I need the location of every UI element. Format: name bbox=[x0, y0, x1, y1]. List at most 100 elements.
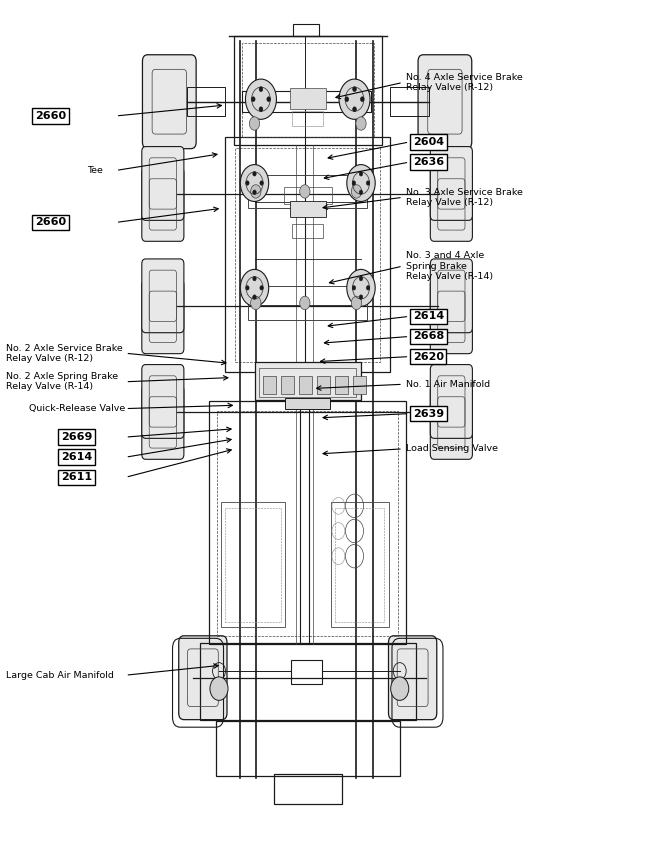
FancyBboxPatch shape bbox=[430, 167, 473, 241]
Circle shape bbox=[260, 181, 263, 185]
Circle shape bbox=[361, 97, 364, 101]
Bar bbox=[248, 286, 367, 320]
Circle shape bbox=[210, 677, 228, 701]
Text: 2639: 2639 bbox=[413, 408, 444, 419]
Circle shape bbox=[356, 116, 366, 130]
Bar bbox=[242, 91, 370, 111]
Bar bbox=[292, 111, 323, 126]
Text: 2669: 2669 bbox=[61, 432, 92, 442]
Text: No. 2 Axle Service Brake
Relay Valve (R-12): No. 2 Axle Service Brake Relay Valve (R-… bbox=[6, 344, 123, 363]
Bar bbox=[259, 368, 356, 397]
Text: No. 4 Axle Service Brake
Relay Valve (R-12): No. 4 Axle Service Brake Relay Valve (R-… bbox=[406, 73, 523, 92]
Text: 2620: 2620 bbox=[413, 352, 443, 361]
Circle shape bbox=[259, 87, 263, 91]
Text: 2660: 2660 bbox=[35, 218, 66, 227]
Text: Quick-Release Valve: Quick-Release Valve bbox=[29, 404, 125, 413]
Text: No. 2 Axle Spring Brake
Relay Valve (R-14): No. 2 Axle Spring Brake Relay Valve (R-1… bbox=[6, 372, 118, 392]
Circle shape bbox=[391, 677, 409, 701]
Circle shape bbox=[245, 181, 249, 185]
Circle shape bbox=[299, 296, 310, 310]
Bar bbox=[225, 137, 390, 371]
Circle shape bbox=[352, 185, 362, 198]
Circle shape bbox=[359, 190, 363, 194]
Circle shape bbox=[251, 185, 261, 198]
Circle shape bbox=[240, 269, 269, 306]
Text: 2604: 2604 bbox=[413, 137, 444, 147]
Circle shape bbox=[345, 97, 349, 101]
Circle shape bbox=[339, 79, 370, 119]
Bar bbox=[242, 43, 374, 137]
Bar bbox=[390, 87, 429, 116]
Circle shape bbox=[352, 181, 355, 185]
Circle shape bbox=[240, 165, 269, 202]
Bar bbox=[285, 398, 330, 409]
Bar bbox=[210, 401, 406, 644]
Bar bbox=[225, 508, 281, 621]
Circle shape bbox=[352, 296, 362, 310]
Bar bbox=[215, 722, 400, 776]
Bar bbox=[248, 175, 367, 208]
Circle shape bbox=[253, 295, 256, 300]
FancyBboxPatch shape bbox=[430, 147, 473, 220]
Text: No. 1 Air Manifold: No. 1 Air Manifold bbox=[406, 380, 490, 389]
Circle shape bbox=[359, 171, 363, 176]
Circle shape bbox=[353, 107, 356, 111]
Bar bbox=[299, 376, 312, 394]
FancyBboxPatch shape bbox=[179, 636, 227, 720]
Circle shape bbox=[359, 277, 363, 281]
FancyBboxPatch shape bbox=[389, 636, 437, 720]
Bar bbox=[284, 187, 332, 204]
Circle shape bbox=[245, 79, 277, 119]
Circle shape bbox=[253, 190, 256, 194]
Bar bbox=[234, 36, 382, 145]
Bar bbox=[293, 24, 319, 36]
Text: 2668: 2668 bbox=[413, 332, 444, 342]
FancyBboxPatch shape bbox=[143, 55, 196, 149]
Text: No. 3 Axle Service Brake
Relay Valve (R-12): No. 3 Axle Service Brake Relay Valve (R-… bbox=[406, 187, 523, 207]
Circle shape bbox=[347, 165, 375, 202]
Circle shape bbox=[367, 285, 370, 290]
FancyBboxPatch shape bbox=[142, 259, 184, 333]
Circle shape bbox=[267, 97, 271, 101]
FancyBboxPatch shape bbox=[430, 259, 473, 333]
Bar bbox=[292, 225, 323, 237]
Circle shape bbox=[253, 171, 256, 176]
Circle shape bbox=[367, 181, 370, 185]
Bar bbox=[235, 148, 380, 361]
Circle shape bbox=[352, 285, 355, 290]
Circle shape bbox=[299, 185, 310, 198]
Circle shape bbox=[260, 285, 263, 290]
FancyBboxPatch shape bbox=[142, 167, 184, 241]
FancyBboxPatch shape bbox=[142, 280, 184, 354]
FancyBboxPatch shape bbox=[142, 365, 184, 438]
Bar bbox=[335, 508, 383, 621]
Circle shape bbox=[259, 107, 263, 111]
FancyBboxPatch shape bbox=[418, 55, 472, 149]
Text: 2660: 2660 bbox=[35, 111, 66, 121]
Bar bbox=[200, 642, 416, 720]
Circle shape bbox=[245, 285, 249, 290]
Text: No. 3 and 4 Axle
Spring Brake
Relay Valve (R-14): No. 3 and 4 Axle Spring Brake Relay Valv… bbox=[406, 252, 493, 281]
Circle shape bbox=[251, 296, 261, 310]
Text: Load Sensing Valve: Load Sensing Valve bbox=[406, 444, 498, 453]
Bar bbox=[290, 202, 326, 217]
Bar bbox=[317, 376, 330, 394]
Circle shape bbox=[347, 269, 375, 306]
Bar bbox=[255, 362, 361, 400]
FancyBboxPatch shape bbox=[430, 386, 473, 459]
Circle shape bbox=[253, 277, 256, 281]
FancyBboxPatch shape bbox=[430, 365, 473, 438]
Bar bbox=[291, 660, 322, 684]
FancyBboxPatch shape bbox=[142, 147, 184, 220]
Text: 2614: 2614 bbox=[61, 452, 92, 463]
Text: 2614: 2614 bbox=[413, 311, 444, 322]
Bar bbox=[331, 501, 389, 627]
FancyBboxPatch shape bbox=[430, 280, 473, 354]
Bar bbox=[335, 376, 348, 394]
Text: 2611: 2611 bbox=[61, 473, 92, 482]
Bar bbox=[274, 774, 342, 804]
Circle shape bbox=[353, 87, 356, 91]
Text: Large Cab Air Manifold: Large Cab Air Manifold bbox=[6, 671, 114, 679]
Bar bbox=[290, 89, 326, 109]
Text: 2636: 2636 bbox=[413, 157, 444, 167]
